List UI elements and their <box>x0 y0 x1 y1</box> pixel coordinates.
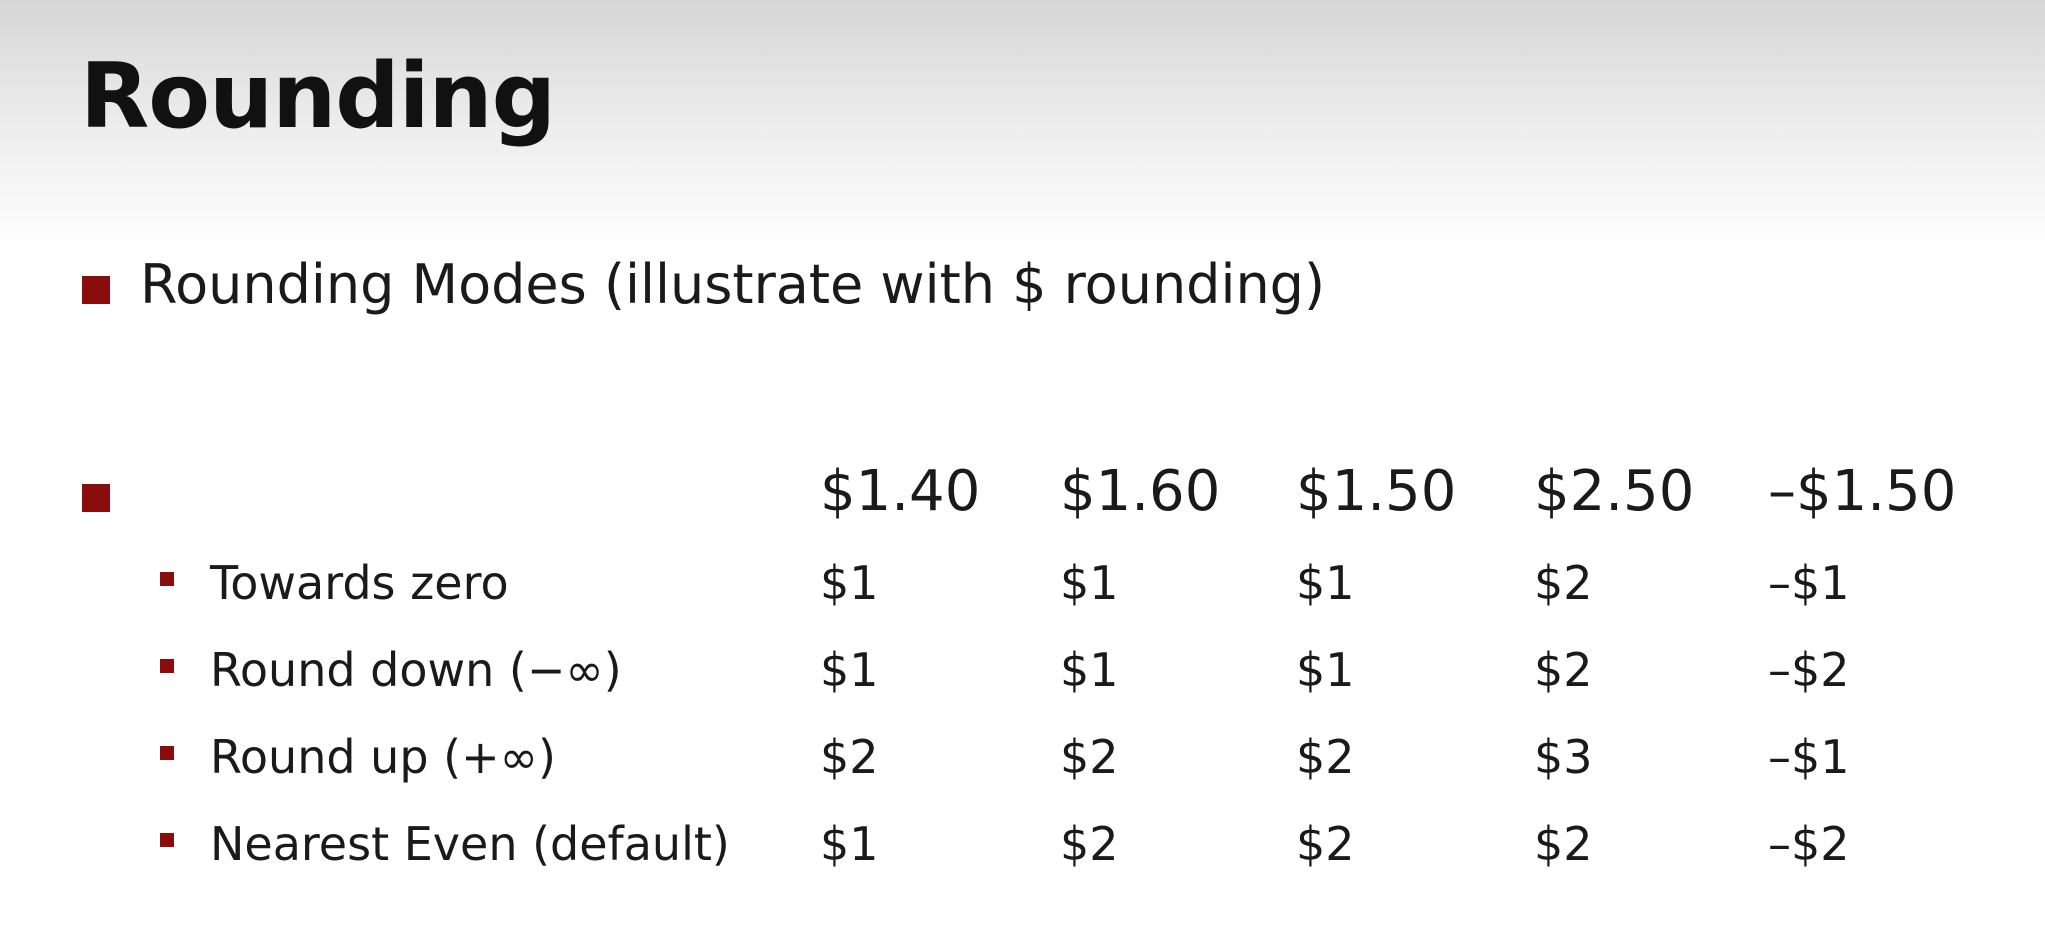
column-header: $1.60 <box>1060 459 1221 524</box>
column-header: –$1.50 <box>1768 459 1957 524</box>
table-cell: $2 <box>1296 817 1355 871</box>
table-cell: –$2 <box>1768 643 1850 697</box>
table-cell: $2 <box>1296 730 1355 784</box>
table-cell: $1 <box>820 556 879 610</box>
row-label: Round up (+∞) <box>210 730 556 784</box>
bullet-rounding-modes: Rounding Modes (illustrate with $ roundi… <box>140 253 1326 316</box>
table-cell: $3 <box>1534 730 1593 784</box>
sub-bullet-square-icon <box>160 659 174 673</box>
table-cell: $2 <box>820 730 879 784</box>
table-cell: $1 <box>1060 643 1119 697</box>
sub-bullet-square-icon <box>160 833 174 847</box>
column-header: $1.40 <box>820 459 981 524</box>
table-cell: $1 <box>1296 643 1355 697</box>
table-cell: $2 <box>1060 817 1119 871</box>
bullet-square-icon <box>82 276 110 304</box>
table-cell: $2 <box>1534 817 1593 871</box>
table-cell: –$2 <box>1768 817 1850 871</box>
table-cell: $2 <box>1060 730 1119 784</box>
sub-bullet-square-icon <box>160 746 174 760</box>
table-cell: –$1 <box>1768 556 1850 610</box>
table-cell: $1 <box>1060 556 1119 610</box>
table-cell: $1 <box>820 817 879 871</box>
table-cell: –$1 <box>1768 730 1850 784</box>
table-cell: $2 <box>1534 556 1593 610</box>
slide-title: Rounding <box>80 44 556 149</box>
sub-bullet-square-icon <box>160 572 174 586</box>
column-header: $1.50 <box>1296 459 1457 524</box>
column-header: $2.50 <box>1534 459 1695 524</box>
table-cell: $1 <box>1296 556 1355 610</box>
table-cell: $1 <box>820 643 879 697</box>
row-label: Nearest Even (default) <box>210 817 730 871</box>
row-label: Round down (−∞) <box>210 643 622 697</box>
table-cell: $2 <box>1534 643 1593 697</box>
bullet-square-icon <box>82 484 110 512</box>
row-label: Towards zero <box>210 556 509 610</box>
